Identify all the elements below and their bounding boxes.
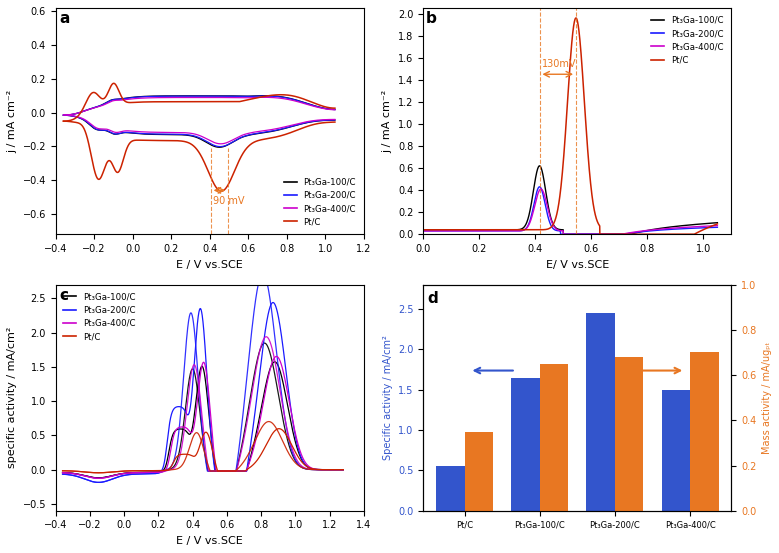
Y-axis label: specific activity / mA/cm²: specific activity / mA/cm² xyxy=(7,327,17,468)
Bar xyxy=(511,378,540,511)
Bar xyxy=(661,390,690,511)
Bar xyxy=(615,357,643,511)
X-axis label: E/ V vs.SCE: E/ V vs.SCE xyxy=(546,259,609,269)
Text: a: a xyxy=(59,12,70,27)
Legend: Pt₃Ga-100/C, Pt₃Ga-200/C, Pt₃Ga-400/C, Pt/C: Pt₃Ga-100/C, Pt₃Ga-200/C, Pt₃Ga-400/C, P… xyxy=(648,12,727,68)
Y-axis label: Specific activity / mA/cm²: Specific activity / mA/cm² xyxy=(382,335,393,460)
X-axis label: E / V vs.SCE: E / V vs.SCE xyxy=(176,259,243,269)
Bar xyxy=(540,364,569,511)
Y-axis label: j / mA cm⁻²: j / mA cm⁻² xyxy=(382,90,393,153)
Legend: Pt₃Ga-100/C, Pt₃Ga-200/C, Pt₃Ga-400/C, Pt/C: Pt₃Ga-100/C, Pt₃Ga-200/C, Pt₃Ga-400/C, P… xyxy=(280,174,359,230)
Text: 130mV: 130mV xyxy=(542,59,577,69)
Bar xyxy=(436,466,464,511)
Bar xyxy=(587,313,615,511)
Legend: Pt₃Ga-100/C, Pt₃Ga-200/C, Pt₃Ga-400/C, Pt/C: Pt₃Ga-100/C, Pt₃Ga-200/C, Pt₃Ga-400/C, P… xyxy=(60,289,139,345)
Text: d: d xyxy=(427,291,438,306)
Text: 90 mV: 90 mV xyxy=(213,196,245,206)
Text: b: b xyxy=(426,12,437,27)
Y-axis label: Mass activity / mA/ugₚₜ: Mass activity / mA/ugₚₜ xyxy=(762,342,772,454)
Bar xyxy=(690,352,719,511)
X-axis label: E / V vs.SCE: E / V vs.SCE xyxy=(176,536,243,546)
Text: c: c xyxy=(59,288,68,303)
Y-axis label: j / mA cm⁻²: j / mA cm⁻² xyxy=(7,90,17,153)
Bar xyxy=(464,432,493,511)
